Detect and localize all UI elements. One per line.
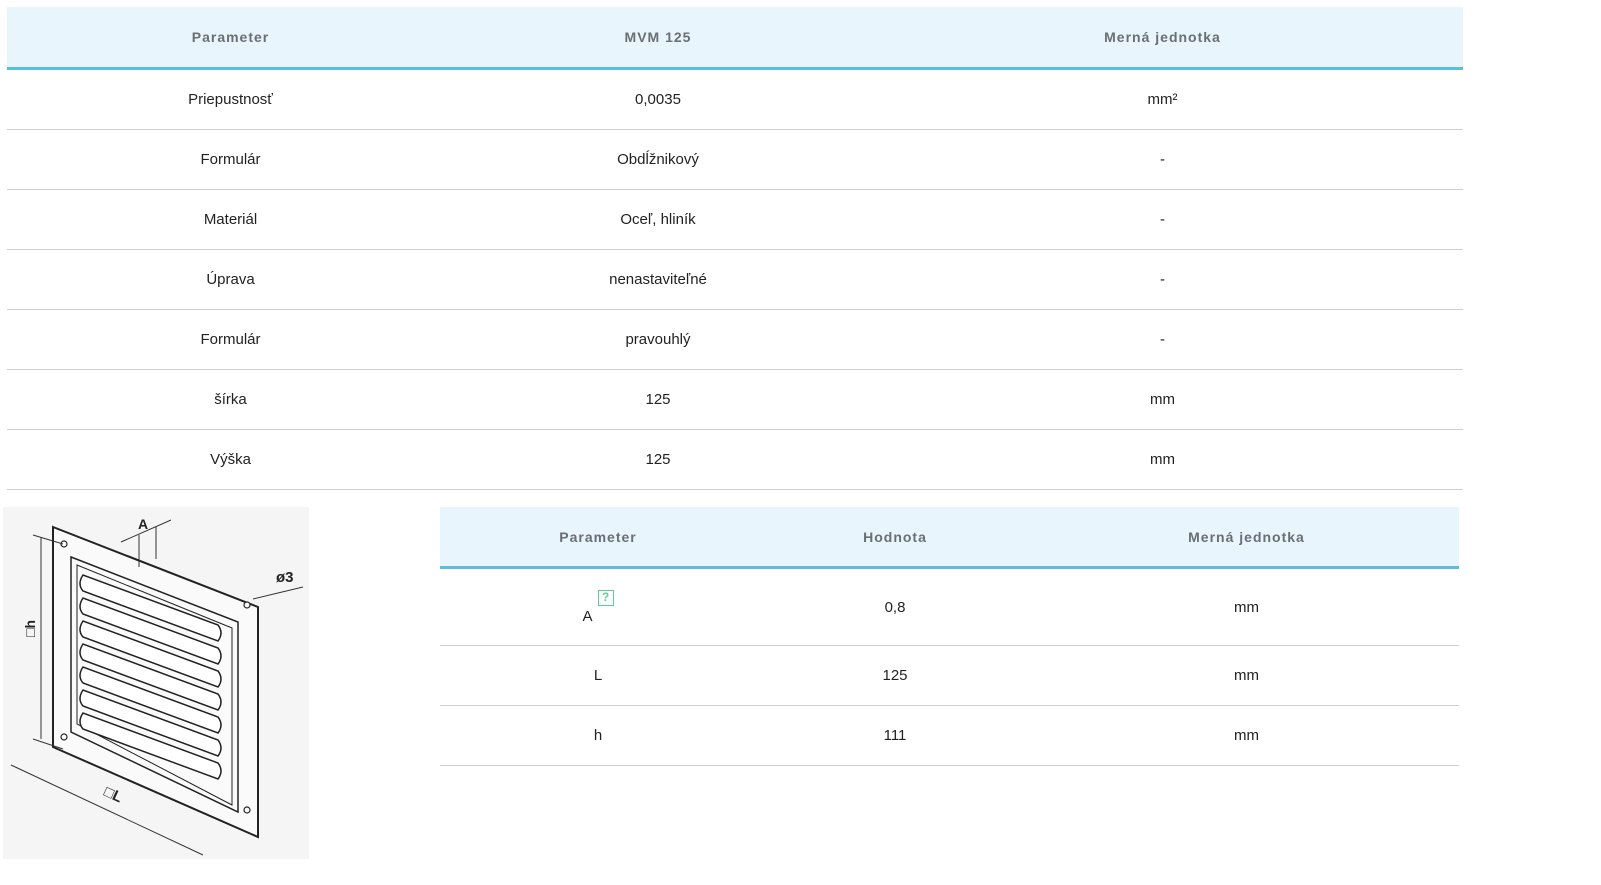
table-row: A? 0,8 mm — [440, 567, 1459, 646]
spec-table: Parameter MVM 125 Merná jednotka Priepus… — [7, 7, 1463, 490]
cell-parameter: Úprava — [7, 249, 454, 310]
label-a: A — [138, 516, 148, 532]
table-row: Formulár pravouhlý - — [7, 309, 1463, 370]
dimension-table-header: Parameter Hodnota Merná jednotka — [440, 507, 1459, 569]
cell-value: Obdĺžnikový — [454, 129, 862, 190]
cell-unit: mm — [1034, 705, 1459, 766]
cell-unit: mm — [862, 429, 1463, 490]
grille-dimension-drawing: A ø3 □h □L — [3, 507, 309, 859]
header-value: Hodnota — [756, 507, 1034, 569]
cell-value: 125 — [756, 645, 1034, 706]
louvre-slat — [79, 620, 222, 688]
cell-parameter: L — [440, 645, 756, 706]
table-row: Úprava nenastaviteľné - — [7, 249, 1463, 310]
label-h: □h — [22, 620, 38, 637]
louvre-slat — [79, 666, 222, 734]
cell-unit: mm — [1034, 645, 1459, 706]
cell-parameter: Priepustnosť — [7, 68, 454, 130]
cell-parameter: A? — [440, 567, 756, 646]
cell-unit: - — [862, 129, 1463, 190]
cell-parameter: Formulár — [7, 129, 454, 190]
grille-frame — [70, 555, 239, 814]
louvre-slat — [79, 597, 222, 665]
cell-parameter: Formulár — [7, 309, 454, 370]
header-model: MVM 125 — [454, 7, 862, 70]
dimension-table: Parameter Hodnota Merná jednotka A? 0,8 … — [440, 507, 1459, 766]
louvre-slat — [79, 689, 222, 757]
spec-table-header: Parameter MVM 125 Merná jednotka — [7, 7, 1463, 70]
header-parameter: Parameter — [440, 507, 756, 569]
louvre-slat — [79, 574, 222, 642]
table-row: L 125 mm — [440, 645, 1459, 706]
label-l: □L — [101, 783, 125, 806]
cell-unit: - — [862, 309, 1463, 370]
cell-parameter: Materiál — [7, 189, 454, 250]
help-icon[interactable]: ? — [597, 589, 614, 606]
cell-parameter: šírka — [7, 369, 454, 430]
header-parameter: Parameter — [7, 7, 454, 70]
table-row: šírka 125 mm — [7, 369, 1463, 430]
cell-parameter: Výška — [7, 429, 454, 490]
header-unit: Merná jednotka — [862, 7, 1463, 70]
cell-value: 125 — [454, 369, 862, 430]
cell-value: nenastaviteľné — [454, 249, 862, 310]
cell-value: 111 — [756, 705, 1034, 766]
header-unit: Merná jednotka — [1034, 507, 1459, 569]
cell-value: 125 — [454, 429, 862, 490]
cell-value: 0,0035 — [454, 68, 862, 130]
table-row: Materiál Oceľ, hliník - — [7, 189, 1463, 250]
cell-value: 0,8 — [756, 567, 1034, 646]
cell-unit: mm — [1034, 567, 1459, 646]
table-row: Výška 125 mm — [7, 429, 1463, 490]
cell-value: Oceľ, hliník — [454, 189, 862, 250]
table-row: Priepustnosť 0,0035 mm² — [7, 68, 1463, 130]
cell-unit: mm² — [862, 68, 1463, 130]
cell-unit: - — [862, 189, 1463, 250]
cell-unit: - — [862, 249, 1463, 310]
cell-value: pravouhlý — [454, 309, 862, 370]
table-row: h 111 mm — [440, 705, 1459, 766]
louvre-slat — [79, 712, 222, 780]
cell-unit: mm — [862, 369, 1463, 430]
cell-parameter: h — [440, 705, 756, 766]
table-row: Formulár Obdĺžnikový - — [7, 129, 1463, 190]
param-name: A — [582, 607, 593, 625]
label-diameter: ø3 — [276, 569, 294, 586]
louvre-slat — [79, 643, 222, 711]
